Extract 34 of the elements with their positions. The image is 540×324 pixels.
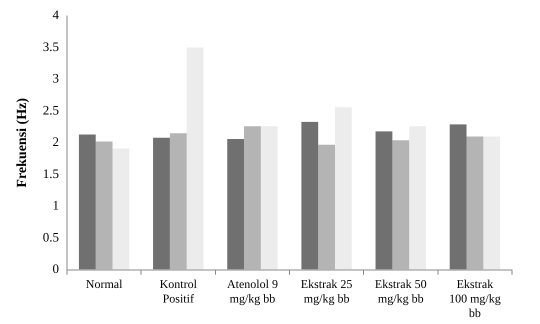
bar xyxy=(186,48,204,270)
x-tick-label: Atenolol 9 mg/kg bb xyxy=(226,277,278,306)
y-tick-label: 3.5 xyxy=(42,38,60,54)
bar xyxy=(392,140,410,270)
y-tick-label: 0.5 xyxy=(42,229,60,244)
bar xyxy=(244,126,261,270)
y-tick-label: 1 xyxy=(52,198,60,213)
x-tick-label: Normal xyxy=(86,277,124,292)
y-tick-label: 2.5 xyxy=(42,102,60,118)
y-tick-label: 2 xyxy=(52,134,60,150)
bar xyxy=(318,144,336,270)
bar xyxy=(409,126,426,270)
bar xyxy=(376,131,392,270)
y-tick-label: 4 xyxy=(52,7,60,22)
y-axis-title: Frekuensi (Hz) xyxy=(15,98,30,188)
bar xyxy=(466,136,484,270)
y-tick-label: 1.5 xyxy=(42,166,60,181)
bar xyxy=(96,142,113,270)
x-tick-label: Ekstrak 50 mg/kg bb xyxy=(374,277,427,306)
bar xyxy=(153,138,170,270)
bar xyxy=(170,133,187,270)
bar xyxy=(260,126,278,270)
y-tick-label: 3 xyxy=(52,70,60,86)
bar xyxy=(450,124,467,270)
bar xyxy=(335,107,352,270)
bar xyxy=(301,122,318,270)
y-tick-label: 0 xyxy=(52,261,60,276)
x-tick-label: Ekstrak 100 mg/kg bb xyxy=(449,277,501,320)
bar xyxy=(227,138,244,270)
bar xyxy=(78,134,96,270)
bar xyxy=(112,148,130,270)
bar xyxy=(483,136,500,270)
x-tick-label: Kontrol Positif xyxy=(160,277,198,306)
x-tick-label: Ekstrak 25 mg/kg bb xyxy=(300,277,352,306)
